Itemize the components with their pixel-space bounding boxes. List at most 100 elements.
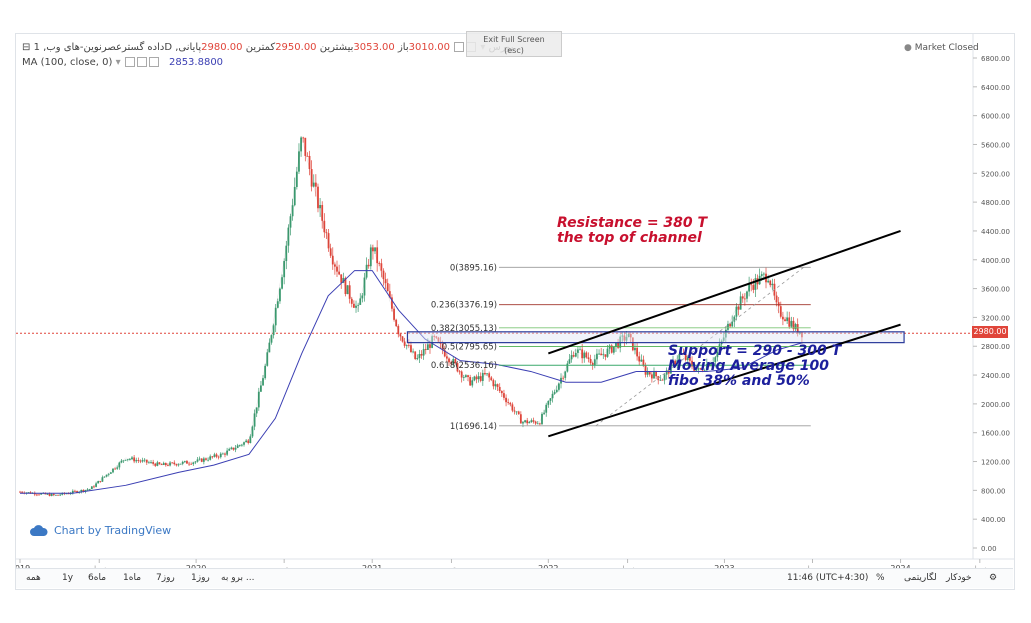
candle-body (522, 422, 524, 424)
ma-line (20, 270, 804, 494)
candle-body (547, 400, 550, 405)
candle-body (236, 445, 239, 448)
candle-body (458, 371, 461, 373)
candle-body (591, 362, 594, 365)
close-icon[interactable] (148, 57, 159, 67)
candle-body (631, 337, 634, 351)
candle-body (779, 306, 782, 317)
candle-body (568, 359, 571, 364)
range-all[interactable]: همه (26, 573, 41, 583)
eye-icon[interactable] (124, 57, 135, 67)
y-tick-label: 3200.00 (981, 314, 1010, 322)
candle-body (114, 468, 116, 470)
candle-body (287, 227, 290, 246)
candle-body (190, 463, 193, 465)
candle-body (760, 274, 763, 276)
candle-body (676, 360, 679, 365)
y-tick-label: 3600.00 (981, 286, 1010, 294)
collapse-icon[interactable]: ⊟ (22, 42, 31, 53)
candle-body (152, 462, 155, 464)
log-toggle[interactable]: لگاریتمی (904, 573, 937, 583)
candle-body (367, 264, 370, 267)
candle-body (181, 461, 184, 464)
gear-icon[interactable]: ⚙ (989, 573, 998, 583)
candle-body (382, 270, 385, 280)
candle-body (555, 389, 558, 393)
fib-level-label: 1(1696.14) (450, 422, 497, 432)
open-label: باز (397, 42, 409, 53)
candle-body (674, 360, 677, 365)
candle-body (331, 255, 334, 265)
candle-body (376, 247, 379, 264)
auto-toggle[interactable]: خودکار (946, 573, 972, 583)
candle-body (513, 410, 516, 412)
candle-body (418, 353, 421, 359)
chevron-down-icon[interactable]: ▾ (115, 57, 121, 68)
channel-lower-line (548, 323, 901, 438)
range-1m[interactable]: 1ماه (123, 573, 142, 583)
candle-body (348, 285, 351, 299)
timezone-clock[interactable]: 11:46 (UTC+4:30) (787, 573, 869, 583)
y-tick-label: 2000.00 (981, 401, 1010, 409)
candle-body (718, 344, 721, 352)
candle-body (596, 353, 598, 360)
candle-body (314, 182, 317, 187)
range-7d[interactable]: 7روز (156, 573, 175, 583)
candle-body (583, 352, 586, 359)
candle-body (574, 352, 577, 357)
candle-body (519, 414, 522, 424)
market-status: ● Market Closed (904, 43, 979, 53)
candle-body (274, 307, 277, 326)
settings-icon[interactable] (136, 57, 147, 67)
candle-body (338, 271, 341, 275)
candle-body (50, 494, 53, 496)
percent-toggle[interactable]: % (876, 573, 885, 583)
candle-body (270, 335, 273, 343)
candle-body (429, 344, 431, 348)
tradingview-brand[interactable]: Chart by TradingView (30, 524, 171, 537)
fib-level-label: 0(3895.16) (450, 263, 497, 273)
candle-body (536, 423, 539, 425)
candle-body (441, 343, 444, 351)
last-price-tag: 2980.00 (972, 326, 1008, 338)
fib-level-label: 0.5(2795.65) (442, 343, 497, 353)
candle-body (302, 137, 305, 139)
candle-body (135, 460, 138, 462)
goto-date-button[interactable]: برو به ... (221, 573, 255, 583)
candle-body (262, 378, 264, 386)
price-chart[interactable]: 6800.00 6400.00 6000.00 5600.00 5200.00 4800.… (16, 34, 1014, 589)
y-tick-label: 400.00 (981, 516, 1006, 524)
exit-fullscreen-button[interactable]: Exit Full Screen (esc) (466, 31, 562, 57)
candle-body (579, 349, 581, 351)
candle-body (285, 245, 288, 262)
candle-body (93, 486, 95, 488)
candle-body (577, 349, 579, 353)
exit-fullscreen-label: Exit Full Screen (483, 35, 545, 44)
candle-body (526, 420, 529, 424)
candle-body (156, 462, 159, 466)
range-1d[interactable]: 1روز (191, 573, 210, 583)
candle-body (141, 460, 144, 462)
candle-body (528, 421, 531, 424)
candle-body (549, 398, 552, 401)
candle-body (462, 377, 465, 378)
range-1y[interactable]: 1y (62, 573, 74, 583)
settings-icon[interactable] (454, 42, 465, 52)
candle-body (283, 261, 286, 278)
support-annotation: Support = 290 - 300 T Moving Average 100… (668, 344, 841, 389)
candle-body (642, 359, 645, 366)
candle-body (95, 483, 97, 487)
candle-body (245, 440, 248, 443)
range-6m[interactable]: 6ماه (88, 573, 107, 583)
candle-body (705, 364, 708, 371)
support-zone (406, 331, 905, 344)
candle-body (426, 344, 429, 351)
candle-body (648, 372, 651, 375)
candle-body (224, 453, 226, 455)
resistance-annotation: Resistance = 380 T the top of channel (557, 216, 707, 246)
candle-body (623, 335, 626, 341)
candle-body (369, 247, 372, 267)
candle-body (727, 323, 729, 330)
candle-body (361, 295, 364, 299)
low-value: 2950.00 (275, 42, 317, 53)
